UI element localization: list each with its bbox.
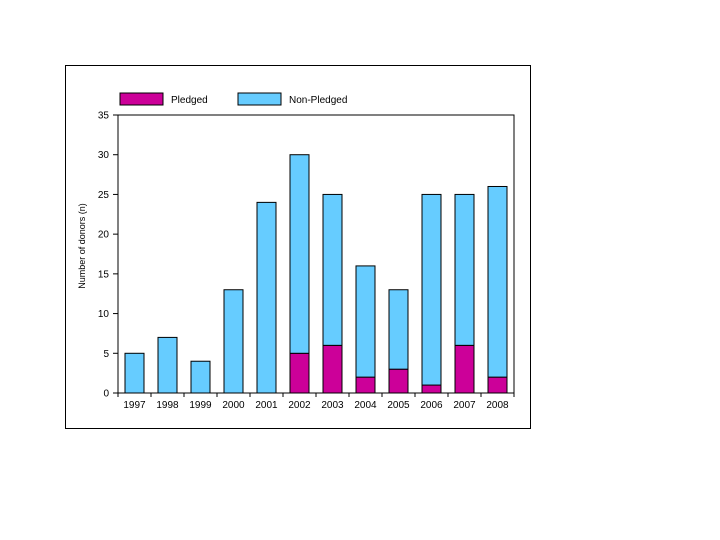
x-tick-label-1997: 1997: [123, 400, 146, 411]
y-tick-label-35: 35: [98, 111, 110, 122]
plot-area: 0 5 10 15 20 25 30 35 1997 1998 1999 2000 2001 2002 20…: [98, 111, 515, 411]
x-tick-label-1998: 1998: [156, 400, 179, 411]
stacked-bar-chart: Pledged Non-Pledged 0 5 10 15 20 25 30 35 1997 199…: [77, 92, 515, 411]
bar-2000-non-pledged: [223, 289, 244, 394]
x-tick-label-2001: 2001: [255, 400, 278, 411]
bar-2006-non-pledged: [421, 193, 442, 386]
y-tick-label-0: 0: [103, 389, 109, 400]
legend-swatch-non-pledged: [237, 92, 282, 106]
bar-2007-non-pledged: [454, 193, 475, 346]
y-tick-label-20: 20: [98, 230, 110, 241]
y-tick-label-15: 15: [98, 269, 110, 280]
x-tick-label-2002: 2002: [288, 400, 311, 411]
legend: Pledged Non-Pledged: [119, 92, 347, 106]
bar-2008-pledged: [487, 376, 508, 394]
bar-1999-non-pledged: [190, 360, 211, 394]
bar-2007-pledged: [454, 344, 475, 394]
y-tick-label-25: 25: [98, 190, 110, 201]
x-tick-label-2007: 2007: [453, 400, 476, 411]
legend-label-non-pledged: Non-Pledged: [289, 95, 347, 106]
x-tick-label-2006: 2006: [420, 400, 443, 411]
chart-frame: Pledged Non-Pledged 0 5 10 15 20 25 30 35 1997 199…: [65, 65, 531, 429]
bar-1998-non-pledged: [157, 336, 178, 394]
bar-2006-pledged: [421, 384, 442, 394]
bar-2002-pledged: [289, 352, 310, 394]
bar-2002-non-pledged: [289, 154, 310, 354]
bar-2003-pledged: [322, 344, 343, 394]
bar-1997-non-pledged: [124, 352, 145, 394]
legend-swatch-pledged: [119, 92, 164, 106]
y-tick-label-10: 10: [98, 309, 110, 320]
x-tick-label-1999: 1999: [189, 400, 212, 411]
y-tick-label-30: 30: [98, 150, 110, 161]
bar-2001-non-pledged: [256, 201, 277, 394]
y-axis-title: Number of donors (n): [77, 203, 87, 289]
bar-2008-non-pledged: [487, 185, 508, 378]
x-tick-label-2003: 2003: [321, 400, 344, 411]
bar-2004-non-pledged: [355, 265, 376, 378]
legend-label-pledged: Pledged: [171, 95, 208, 106]
x-tick-label-2008: 2008: [486, 400, 509, 411]
x-tick-label-2005: 2005: [387, 400, 410, 411]
bar-2005-non-pledged: [388, 289, 409, 370]
y-tick-label-5: 5: [103, 349, 109, 360]
x-tick-label-2004: 2004: [354, 400, 377, 411]
bar-2004-pledged: [355, 376, 376, 394]
x-tick-label-2000: 2000: [222, 400, 245, 411]
bar-2005-pledged: [388, 368, 409, 394]
bar-2003-non-pledged: [322, 193, 343, 346]
